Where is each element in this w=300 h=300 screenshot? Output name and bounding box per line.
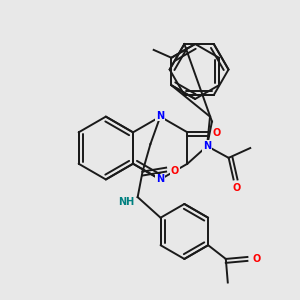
Text: O: O (171, 166, 179, 176)
Text: N: N (156, 111, 164, 121)
Text: NH: NH (118, 197, 134, 207)
Text: O: O (232, 183, 241, 193)
Text: N: N (156, 174, 164, 184)
Text: O: O (213, 128, 221, 138)
Text: N: N (203, 141, 211, 151)
Text: O: O (252, 254, 260, 264)
